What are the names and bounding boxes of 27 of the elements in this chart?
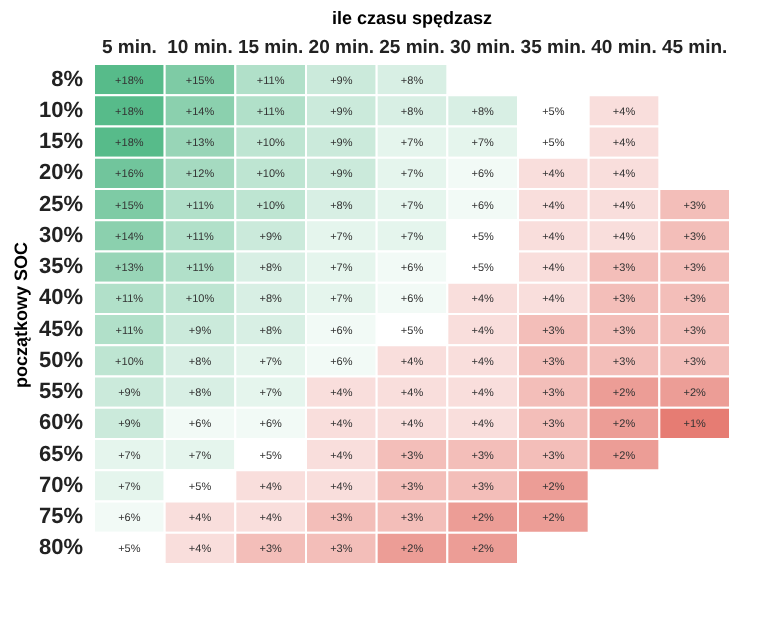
y-tick-label: 55%: [38, 380, 84, 405]
y-tick-label: 35%: [38, 255, 84, 280]
x-tick-label: 15 min.: [237, 37, 304, 59]
y-tick-label: 65%: [38, 442, 84, 467]
y-tick-label: 25%: [38, 192, 84, 217]
y-tick-label: 10%: [38, 98, 84, 123]
y-tick-label: 45%: [38, 317, 84, 342]
y-tick-label: 15%: [38, 130, 84, 155]
x-tick-label: 40 min.: [591, 37, 657, 59]
y-tick-label: 75%: [38, 505, 84, 530]
x-tick-label: 5 min.: [101, 37, 157, 59]
y-tick-label: 30%: [38, 223, 84, 248]
y-tick-label: 50%: [38, 348, 84, 373]
y-tick-label: 60%: [38, 411, 84, 436]
y-tick-label: 40%: [38, 286, 84, 311]
x-tick-label: 10 min.: [167, 37, 233, 59]
y-tick-label: 20%: [38, 161, 84, 186]
x-tick-label: 25 min.: [379, 37, 445, 59]
y-tick-label: 70%: [38, 473, 84, 498]
y-tick-label: 8%: [51, 67, 84, 92]
x-tick-label: 20 min.: [308, 37, 375, 59]
x-tick-label: 45 min.: [661, 37, 728, 59]
x-tick-label: 30 min.: [449, 37, 516, 59]
x-tick-label: 35 min.: [520, 37, 587, 59]
y-axis-title: początkowy SOC: [10, 240, 31, 389]
chart-title: ile czasu spędzasz: [331, 8, 494, 28]
y-tick-label: 80%: [38, 536, 84, 561]
